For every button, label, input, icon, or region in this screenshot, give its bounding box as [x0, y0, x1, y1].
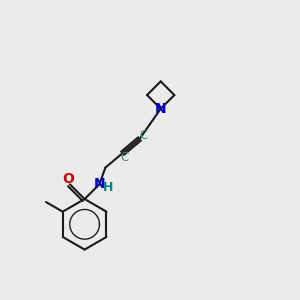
Text: C: C — [140, 129, 148, 142]
Text: N: N — [94, 177, 106, 191]
Text: O: O — [62, 172, 74, 186]
Text: C: C — [121, 151, 129, 164]
Text: H: H — [103, 182, 113, 194]
Text: N: N — [155, 102, 167, 116]
